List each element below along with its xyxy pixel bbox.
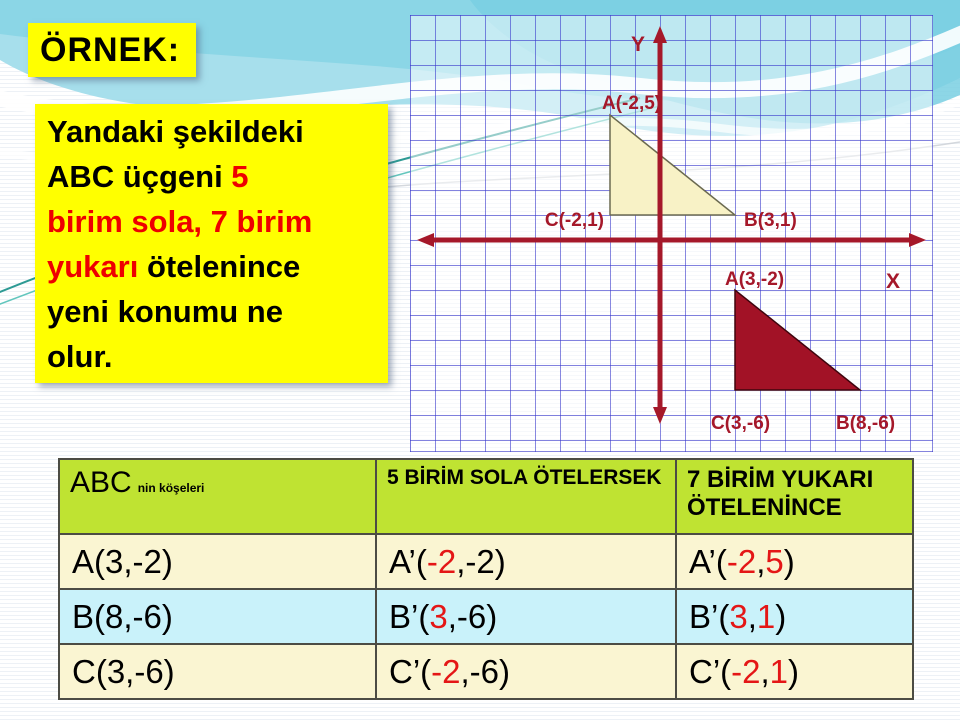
problem-text-line: Yandaki şekildeki (47, 109, 376, 154)
vertex-label-layer: A(-2,5) C(-2,1) B(3,1) A(3,-2) C(3,-6) B(8,-6… (545, 93, 895, 434)
table-cell: C’(-2,1) (675, 643, 914, 700)
text-segment: ) (775, 597, 787, 635)
text-segment: Yandaki şekildeki (47, 114, 304, 149)
vertex-label: A(-2,5) (602, 93, 661, 114)
text-segment: ötelenince (138, 249, 301, 284)
text-segment: , (756, 542, 766, 580)
table-cell: B’(3,1) (675, 588, 914, 645)
text-segment: birim sola, 7 birim (47, 204, 313, 239)
text-segment: A’( (689, 542, 727, 580)
table-cell: A(3,-2) (58, 533, 377, 590)
text-segment: A(3,-2) (72, 542, 173, 580)
header-abc-sub: nin köşeleri (137, 481, 205, 495)
y-axis-label: Y (631, 33, 645, 56)
problem-text-line: yeni konumu ne (47, 289, 376, 334)
text-segment: 5 (765, 542, 784, 580)
text-segment: olur. (47, 339, 113, 374)
table-cell: B’(3,-6) (375, 588, 677, 645)
vertex-label: C(-2,1) (545, 210, 604, 231)
text-segment: ABC üçgeni (47, 159, 232, 194)
text-segment: 3 (429, 597, 448, 635)
header-5-left: 5 BİRİM SOLA ÖTELERSEK (375, 458, 677, 535)
header-abc-main: ABC (70, 466, 132, 499)
text-segment: yukarı (47, 249, 139, 284)
coordinate-plane-svg: Y X A(-2,5) C(-2,1) B(3,1) A(3,-2) C(3,-6) B(… (409, 14, 934, 453)
ornek-title-box: ÖRNEK: (28, 23, 196, 77)
header-7-up: 7 BİRİM YUKARI ÖTELENİNCE (675, 458, 914, 535)
y-axis-arrow-down (653, 407, 667, 424)
table-cell: C’(-2,-6) (375, 643, 677, 700)
text-segment: 1 (769, 652, 789, 690)
text-segment: -2 (426, 542, 457, 580)
table-cell: B(8,-6) (58, 588, 377, 645)
problem-text-line: birim sola, 7 birim (47, 199, 376, 244)
translated-triangle (609, 113, 738, 216)
y-axis-arrow-up (653, 26, 667, 43)
problem-text-line: olur. (47, 334, 376, 379)
problem-text-box: Yandaki şekildeki ABC üçgeni 5 birim sola,… (35, 104, 388, 383)
axes: Y X (417, 26, 926, 424)
table-row: C(3,-6) C’(-2,-6) C’(-2,1) (58, 643, 914, 700)
table-row: B(8,-6) B’(3,-6) B’(3,1) (58, 588, 914, 645)
x-axis-label: X (886, 270, 900, 293)
text-segment: -2 (431, 652, 461, 690)
coordinate-plane: Y X A(-2,5) C(-2,1) B(3,1) A(3,-2) C(3,-6) B(… (409, 14, 934, 457)
text-segment: B’( (389, 597, 430, 635)
original-triangle (734, 288, 863, 391)
problem-text-line: yukarı ötelenince (47, 244, 376, 289)
table-row: A(3,-2) A’(-2,-2) A’(-2,5) (58, 533, 914, 590)
table-cell: A’(-2,-2) (375, 533, 677, 590)
table-cell: C(3,-6) (58, 643, 377, 700)
table-header-row: ABC nin köşeleri 5 BİRİM SOLA ÖTELERSEK 7… (58, 458, 914, 535)
text-segment: ,-6) (460, 652, 511, 690)
text-segment: C’( (389, 652, 432, 690)
text-segment: B’( (689, 597, 730, 635)
vertex-label: A(3,-2) (725, 269, 784, 290)
vertex-label: B(3,1) (744, 210, 797, 231)
x-axis-arrow-right (909, 233, 926, 247)
text-segment: ,-2) (456, 542, 506, 580)
text-segment: yeni konumu ne (47, 294, 283, 329)
text-segment: , (747, 597, 757, 635)
text-segment: ,-6) (447, 597, 498, 635)
table-cell: A’(-2,5) (675, 533, 914, 590)
text-segment: B(8,-6) (72, 597, 173, 635)
result-table: ABC nin köşeleri 5 BİRİM SOLA ÖTELERSEK 7… (58, 458, 914, 700)
vertex-label: B(8,-6) (836, 413, 895, 434)
text-segment: 1 (756, 597, 776, 635)
header-abc-vertices: ABC nin köşeleri (58, 458, 377, 535)
vertex-label: C(3,-6) (711, 413, 770, 434)
problem-text-line: ABC üçgeni 5 (47, 154, 376, 199)
text-segment: C(3,-6) (72, 652, 175, 690)
text-segment: 5 (231, 159, 249, 194)
text-segment: A’( (389, 542, 427, 580)
text-segment: , (760, 652, 770, 690)
triangle-layer (609, 113, 863, 391)
text-segment: 3 (729, 597, 748, 635)
text-segment: ) (783, 542, 795, 580)
text-segment: -2 (731, 652, 761, 690)
text-segment: -2 (726, 542, 757, 580)
text-segment: C’( (689, 652, 732, 690)
ornek-title: ÖRNEK: (40, 30, 181, 69)
x-axis-arrow-left (417, 233, 434, 247)
text-segment: ) (788, 652, 800, 690)
